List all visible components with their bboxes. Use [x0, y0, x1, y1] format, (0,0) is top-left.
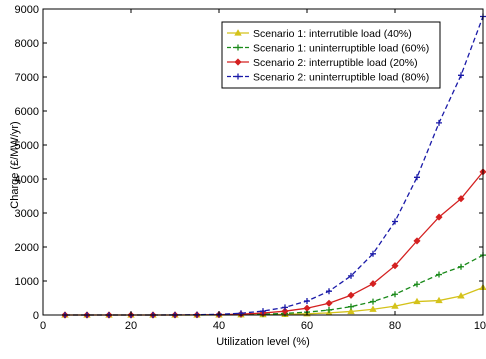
- data-point: [457, 292, 465, 299]
- y-tick-label: 2000: [15, 242, 39, 254]
- data-point: [282, 304, 288, 311]
- legend-label: Scenario 1: interrutible load (40%): [253, 28, 412, 40]
- axes: 0204060801000100020003000400050006000700…: [15, 4, 486, 332]
- data-point: [392, 218, 398, 225]
- legend-label: Scenario 2: interruptible load (20%): [253, 57, 418, 69]
- x-tick-label: 100: [474, 320, 486, 332]
- data-point: [435, 213, 443, 221]
- data-point: [370, 298, 376, 305]
- plot-frame: [42, 8, 484, 316]
- y-tick-label: 3000: [15, 208, 39, 220]
- data-point: [326, 288, 332, 295]
- data-point: [348, 303, 354, 310]
- y-tick-label: 1000: [15, 276, 39, 288]
- x-tick-label: 60: [301, 320, 313, 332]
- legend: Scenario 1: interrutible load (40%) Scena…: [221, 21, 441, 89]
- data-point: [458, 72, 464, 79]
- legend-box: [221, 21, 441, 89]
- data-point: [391, 302, 399, 309]
- y-tick-label: 9000: [15, 4, 39, 16]
- y-tick-label: 4000: [15, 174, 39, 186]
- y-tick-label: 0: [33, 310, 39, 322]
- data-point: [281, 307, 289, 315]
- data-point: [369, 280, 377, 288]
- legend-entry: Scenario 1: interrutible load (40%): [227, 28, 412, 40]
- data-point: [436, 271, 442, 278]
- series-line: [65, 254, 484, 316]
- series-2: [62, 252, 486, 318]
- series-line: [65, 286, 484, 316]
- y-axis-label: Charge (£/MW/yr): [9, 121, 21, 208]
- data-point: [304, 298, 310, 305]
- legend-label: Scenario 2: uninterruptible load (80%): [253, 72, 429, 84]
- data-point: [325, 299, 333, 307]
- x-tick-label: 20: [125, 320, 137, 332]
- data-point: [347, 291, 355, 299]
- data-point: [458, 263, 464, 270]
- y-tick-label: 5000: [15, 140, 39, 152]
- y-tick-label: 7000: [15, 72, 39, 84]
- x-tick-label: 80: [389, 320, 401, 332]
- series-line: [65, 171, 484, 316]
- data-point: [348, 272, 354, 279]
- y-tick-label: 6000: [15, 106, 39, 118]
- series-3: [61, 168, 486, 319]
- data-point: [435, 296, 443, 304]
- data-point: [392, 291, 398, 298]
- x-tick-label: 0: [40, 320, 46, 332]
- x-axis-label: Utilization level (%): [216, 336, 310, 348]
- legend-entry: Scenario 1: uninterruptible load (60%): [227, 43, 429, 55]
- data-point: [457, 195, 465, 203]
- data-point: [369, 305, 377, 312]
- legend-marker: [234, 29, 242, 36]
- data-point: [436, 119, 442, 126]
- legend-marker: [234, 58, 242, 66]
- legend-marker: [235, 73, 241, 80]
- data-point: [370, 250, 376, 257]
- data-point: [260, 308, 266, 315]
- legend-marker: [235, 44, 241, 51]
- x-tick-label: 40: [213, 320, 225, 332]
- y-tick-label: 8000: [15, 38, 39, 50]
- series-line: [65, 16, 484, 316]
- data-point: [391, 262, 399, 270]
- legend-label: Scenario 1: uninterruptible load (60%): [253, 43, 429, 55]
- data-point: [413, 237, 421, 245]
- data-point: [413, 297, 421, 305]
- data-point: [326, 307, 332, 314]
- data-point: [347, 307, 355, 315]
- data-point: [303, 304, 311, 312]
- data-point: [414, 174, 420, 181]
- legend-entry: Scenario 2: interruptible load (20%): [227, 57, 418, 69]
- data-point: [414, 281, 420, 288]
- legend-entry: Scenario 2: uninterruptible load (80%): [227, 72, 429, 84]
